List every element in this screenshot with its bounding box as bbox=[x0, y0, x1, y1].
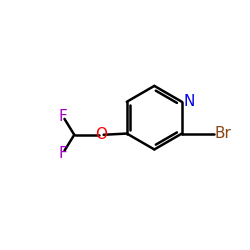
Text: Br: Br bbox=[215, 126, 232, 141]
Text: N: N bbox=[184, 94, 195, 109]
Text: F: F bbox=[59, 146, 68, 160]
Text: F: F bbox=[59, 109, 68, 124]
Text: O: O bbox=[95, 127, 107, 142]
